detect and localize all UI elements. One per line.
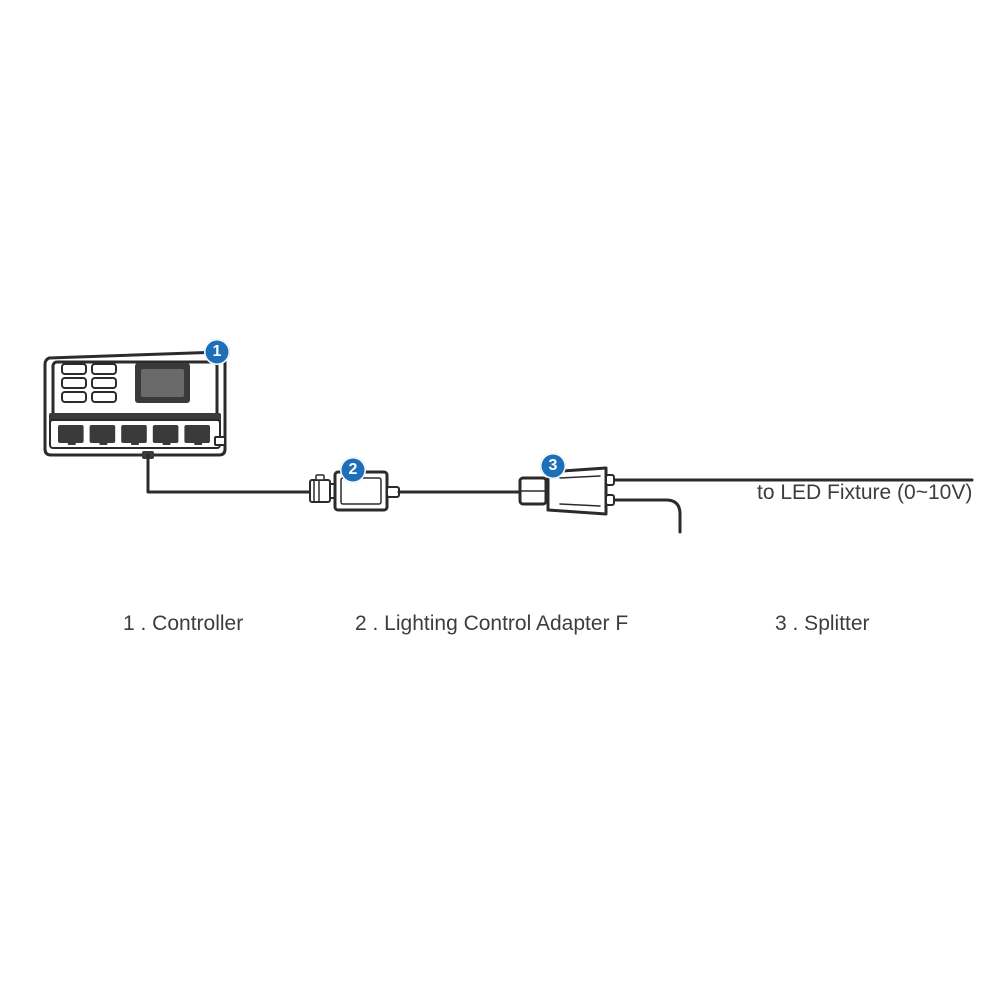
badge-1-num: 1: [213, 343, 222, 361]
badge-3: 3: [540, 453, 566, 479]
badge-2-num: 2: [349, 461, 358, 479]
badge-2: 2: [340, 457, 366, 483]
legend-item-1: 1 . Controller: [123, 612, 243, 636]
legend-item-3: 3 . Splitter: [775, 612, 870, 636]
output-label: to LED Fixture (0~10V): [757, 481, 972, 505]
badge-3-num: 3: [549, 457, 558, 475]
legend-item-2: 2 . Lighting Control Adapter F: [355, 612, 628, 636]
badge-1: 1: [204, 339, 230, 365]
diagram-stage: 1 2 3 to LED Fixture (0~10V) 1 . Control…: [0, 0, 1000, 1000]
